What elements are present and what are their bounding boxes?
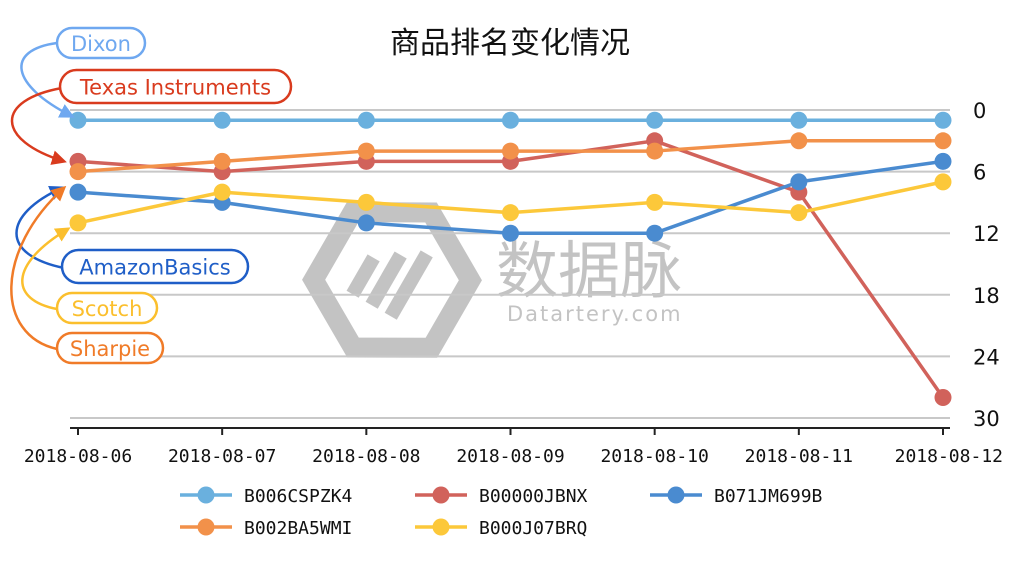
watermark-site: Datartery.com	[507, 302, 683, 326]
legend-label: B002BA5WMI	[244, 518, 352, 539]
y-tick-label: 30	[973, 407, 1000, 431]
legend-label: B006CSPZK4	[244, 486, 352, 507]
legend-item-B002BA5WMI[interactable]: B002BA5WMI	[180, 518, 352, 539]
legend-item-B006CSPZK4[interactable]: B006CSPZK4	[180, 486, 352, 507]
legend-marker	[667, 486, 685, 504]
chart-title: 商品排名变化情况	[390, 26, 630, 61]
annotation-dixon: Dixon	[20, 26, 147, 118]
data-point[interactable]	[357, 193, 375, 211]
annotation-label: AmazonBasics	[79, 256, 230, 280]
data-point[interactable]	[646, 224, 664, 242]
data-point[interactable]	[502, 111, 519, 129]
annotation-callouts: Dixon Texas Instruments AmazonBasics Scotch…	[10, 26, 293, 365]
data-point[interactable]	[69, 214, 87, 232]
data-point[interactable]	[213, 183, 231, 201]
y-axis-ticks: 0 6 12 18 24 30	[973, 99, 1000, 431]
watermark-brand: 数据脉	[496, 234, 682, 307]
annotation-label: Scotch	[72, 297, 143, 321]
x-tick-label: 2018-08-06	[24, 446, 132, 467]
data-point[interactable]	[502, 142, 519, 160]
data-point[interactable]	[502, 204, 519, 222]
data-point[interactable]	[646, 142, 664, 160]
annotation-arrow	[15, 185, 65, 270]
data-point[interactable]	[934, 132, 952, 150]
series-B006CSPZK4	[69, 111, 952, 129]
data-point[interactable]	[646, 193, 664, 211]
legend-marker	[432, 518, 450, 536]
data-point[interactable]	[790, 204, 808, 222]
data-point[interactable]	[213, 152, 231, 170]
legend-marker	[432, 486, 450, 504]
x-tick-label: 2018-08-09	[456, 446, 564, 467]
data-point[interactable]	[790, 173, 808, 191]
legend: B006CSPZK4 B00000JBNX B071JM699B B002BA5WMI…	[180, 486, 822, 539]
y-tick-label: 6	[973, 161, 986, 185]
annotation-arrow	[10, 185, 67, 351]
legend-marker	[197, 486, 215, 504]
data-point[interactable]	[934, 173, 952, 191]
y-tick-label: 24	[973, 345, 1000, 369]
data-point[interactable]	[357, 214, 375, 232]
data-point[interactable]	[934, 152, 952, 170]
data-point[interactable]	[69, 111, 87, 129]
data-point[interactable]	[213, 111, 231, 129]
x-tick-label: 2018-08-07	[168, 446, 276, 467]
legend-item-B071JM699B[interactable]: B071JM699B	[650, 486, 822, 507]
annotation-label-box	[55, 26, 147, 60]
series-B000J07BRQ	[69, 173, 952, 232]
annotation-label-box	[55, 331, 165, 365]
x-axis: 2018-08-06 2018-08-07 2018-08-08 2018-08-09…	[24, 427, 1003, 467]
series-B002BA5WMI	[69, 132, 952, 181]
annotation-scotch: Scotch	[21, 227, 159, 325]
annotation-arrow	[20, 41, 75, 118]
annotation-label-box	[55, 291, 159, 325]
data-point[interactable]	[357, 142, 375, 160]
watermark-logo-icon	[302, 202, 482, 358]
annotation-texas-instruments: Texas Instruments	[10, 68, 293, 165]
y-tick-label: 0	[973, 99, 986, 123]
annotation-label-box	[58, 68, 293, 105]
annotation-arrow	[21, 227, 71, 311]
annotation-amazonbasics: AmazonBasics	[15, 185, 250, 285]
legend-marker	[197, 518, 215, 536]
legend-item-B000J07BRQ[interactable]: B000J07BRQ	[415, 518, 587, 539]
data-point[interactable]	[790, 111, 808, 129]
x-tick-label: 2018-08-11	[745, 446, 853, 467]
data-point[interactable]	[646, 111, 664, 129]
annotation-label: Texas Instruments	[79, 76, 271, 100]
y-tick-label: 18	[973, 284, 1000, 308]
series-layer	[69, 111, 952, 406]
data-point[interactable]	[790, 132, 808, 150]
legend-label: B000J07BRQ	[479, 518, 587, 539]
legend-label: B00000JBNX	[479, 486, 588, 507]
x-tick-label: 2018-08-10	[600, 446, 708, 467]
x-tick-label: 2018-08-08	[312, 446, 420, 467]
legend-label: B071JM699B	[714, 486, 822, 507]
data-point[interactable]	[934, 111, 952, 129]
annotation-arrow	[10, 86, 67, 165]
data-point[interactable]	[502, 224, 519, 242]
annotation-label-box	[60, 248, 250, 285]
legend-item-B00000JBNX[interactable]: B00000JBNX	[415, 486, 588, 507]
data-point[interactable]	[69, 163, 87, 181]
y-tick-label: 12	[973, 222, 1000, 246]
x-tick-label: 2018-08-12	[895, 446, 1003, 467]
data-point[interactable]	[934, 388, 952, 406]
annotation-sharpie: Sharpie	[10, 185, 165, 365]
annotation-label: Dixon	[71, 32, 131, 56]
data-point[interactable]	[69, 183, 87, 201]
annotation-label: Sharpie	[70, 337, 150, 361]
watermark: 数据脉 Datartery.com	[302, 202, 683, 358]
data-point[interactable]	[357, 111, 375, 129]
